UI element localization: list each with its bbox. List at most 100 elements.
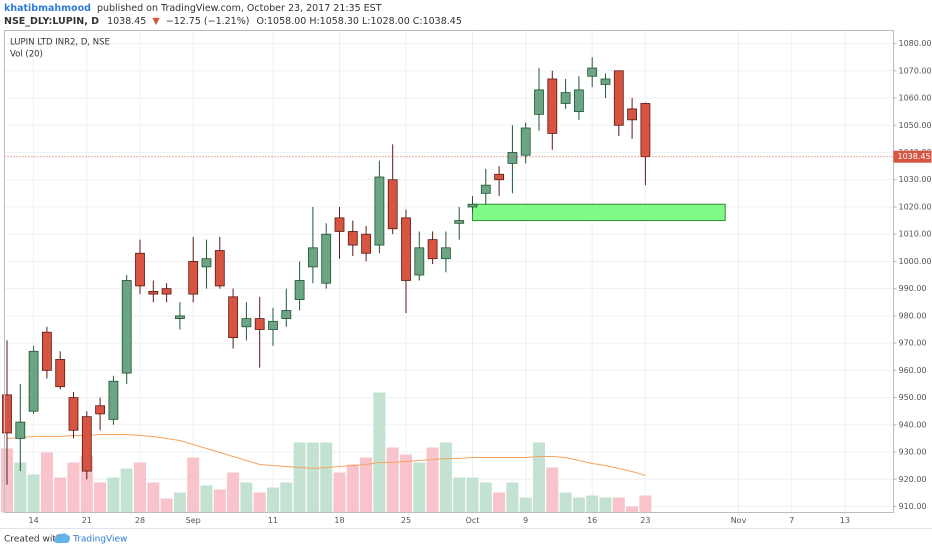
volume-bar — [27, 474, 40, 513]
volume-bar — [267, 487, 279, 513]
volume-bar — [293, 442, 306, 513]
ohlc: O:1058.00 H:1058.30 L:1028.00 C:1038.45 — [257, 16, 462, 27]
candle-body — [121, 280, 132, 374]
volume-bar — [626, 506, 639, 513]
candle-body — [507, 152, 518, 164]
volume-bar — [572, 497, 585, 513]
candle-body — [268, 320, 278, 330]
volume-bar — [14, 462, 27, 513]
volume-bar — [466, 477, 479, 513]
price-pane — [2, 57, 894, 485]
x-tick-label: 16 — [587, 516, 597, 525]
x-tick-label: 21 — [82, 516, 92, 525]
candle-body — [574, 89, 584, 113]
y-tick-label: 920.00 — [899, 475, 927, 484]
volume-bar — [519, 497, 532, 513]
volume-bar — [213, 489, 226, 513]
volume-bar — [173, 492, 186, 513]
candle-body — [135, 252, 145, 287]
candle-body — [454, 220, 465, 224]
candle-body — [401, 217, 411, 281]
candle-body — [55, 359, 66, 388]
volume-bar — [559, 492, 572, 513]
candle-body — [254, 318, 265, 330]
candle-body — [201, 258, 212, 268]
volume-bar — [599, 497, 612, 513]
tv-logo — [54, 533, 70, 543]
x-tick-label: 18 — [334, 516, 344, 525]
candle-body — [294, 280, 305, 300]
volume-bar — [386, 447, 399, 513]
y-tick-label: 1010.00 — [899, 230, 932, 239]
candle-body — [161, 288, 172, 295]
candle-body — [81, 416, 92, 472]
candle-body — [414, 247, 425, 276]
y-tick-label: 1000.00 — [899, 257, 932, 266]
change: −12.75 (−1.21%) — [166, 16, 250, 27]
volume-bar — [346, 464, 359, 513]
y-tick-label: 1080.00 — [899, 39, 932, 48]
candle-body — [480, 184, 491, 194]
volume-bar — [107, 477, 120, 513]
candle-body — [188, 261, 199, 295]
volume-bar — [240, 482, 253, 513]
volume-bar — [413, 462, 426, 513]
x-tick-label: 7 — [789, 516, 794, 525]
footer-created: Created with — [4, 535, 62, 545]
candle-body — [427, 239, 438, 260]
last: 1038.45 — [107, 16, 146, 27]
candle-body — [613, 70, 624, 126]
volume-bar — [134, 462, 146, 513]
volume-bar — [160, 498, 173, 513]
volume-bar — [453, 477, 466, 513]
candle-body — [520, 127, 531, 156]
candle-body — [148, 290, 159, 295]
volume-bar — [333, 472, 346, 513]
symbol: NSE_DLY:LUPIN, D — [4, 16, 99, 27]
volume-bar — [400, 454, 412, 513]
candle-body — [241, 318, 252, 328]
x-tick-label: Nov — [731, 516, 747, 525]
y-tick-label: 960.00 — [899, 366, 927, 375]
volume-bar — [533, 442, 545, 513]
y-tick-label: 970.00 — [899, 339, 927, 348]
candle-body — [600, 78, 611, 85]
volume-bar — [360, 457, 373, 513]
volume-bar — [187, 457, 200, 513]
volume-bar — [200, 485, 213, 513]
x-tick-label: 13 — [840, 516, 850, 525]
candle-body — [2, 394, 12, 434]
y-tick-label: 940.00 — [899, 420, 927, 429]
candle-body — [587, 67, 598, 77]
x-tick-label: Sep — [186, 516, 201, 525]
header-line: khatibmahmood published on TradingView.c… — [4, 3, 382, 14]
y-tick-label: 990.00 — [899, 284, 927, 293]
volume-bar — [546, 467, 559, 513]
volume-bar — [306, 442, 319, 513]
candle-body — [560, 92, 571, 104]
candle-body — [467, 203, 478, 208]
y-tick-label: 1020.00 — [899, 202, 932, 211]
candle-body — [228, 296, 239, 339]
volume-bar — [639, 495, 652, 513]
published: published on TradingView.com, October 23… — [97, 3, 382, 14]
candle-body — [15, 421, 26, 439]
footer-brand: TradingView — [72, 535, 127, 545]
candle-body — [42, 331, 52, 371]
y-tick-label: 950.00 — [899, 393, 927, 402]
candle-body — [387, 179, 398, 230]
volume-bar — [67, 462, 80, 513]
y-tick-label: 1060.00 — [899, 94, 932, 103]
x-tick-label: 9 — [523, 516, 528, 525]
candle-body — [361, 233, 372, 254]
last-price-box — [893, 150, 932, 163]
volume-bar — [94, 482, 107, 513]
y-tick-label: 1030.00 — [899, 175, 932, 184]
x-tick-label: 23 — [640, 516, 650, 525]
candle-body — [547, 78, 558, 134]
candle-body — [281, 310, 292, 320]
volume-bar — [147, 482, 160, 513]
candle-body — [174, 315, 185, 320]
volume-bar — [253, 492, 266, 513]
